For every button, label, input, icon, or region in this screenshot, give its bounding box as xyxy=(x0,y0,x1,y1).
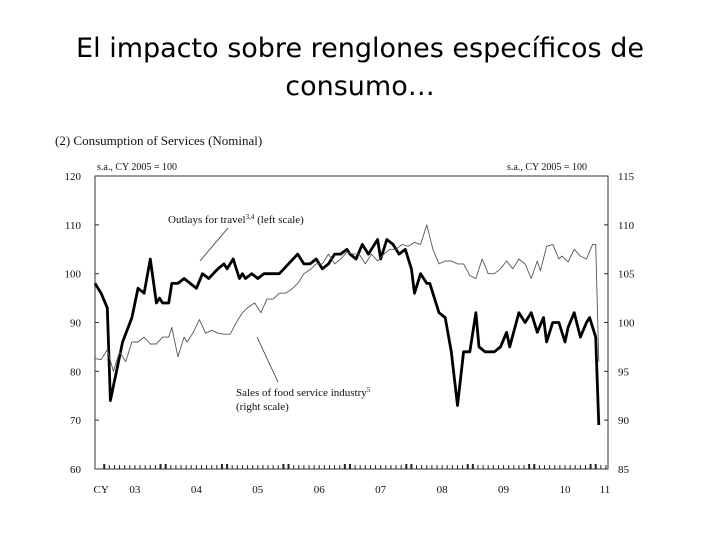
x-axis: CY 03 04 05 06 07 08 09 10 11 xyxy=(94,464,611,496)
left-tick-label: 60 xyxy=(70,464,82,476)
right-tick-label: 95 xyxy=(618,366,630,378)
food-annotation-leader xyxy=(256,336,279,383)
x-tick-label: 03 xyxy=(129,484,141,496)
right-tick-label: 100 xyxy=(618,318,635,330)
travel-annotation-leader xyxy=(199,227,229,262)
food-annotation-text: Sales of food service industry xyxy=(236,387,367,399)
x-tick-label: 07 xyxy=(375,484,387,496)
slide-title: El impacto sobre renglones específicos d… xyxy=(40,30,680,106)
left-tick-label: 90 xyxy=(70,318,82,330)
x-tick-label: 08 xyxy=(437,484,449,496)
travel-annotation: Outlays for travel3,4 (left scale) xyxy=(168,213,304,226)
right-y-axis: 85 90 95 100 105 110 115 xyxy=(604,171,635,476)
left-axis-unit-label: s.a., CY 2005 = 100 xyxy=(97,162,177,173)
left-tick-label: 120 xyxy=(65,171,82,183)
right-tick-label: 85 xyxy=(618,464,630,476)
food-service-sales-line xyxy=(94,224,600,372)
x-tick-label: 05 xyxy=(252,484,264,496)
left-tick-label: 100 xyxy=(65,269,82,281)
right-tick-label: 115 xyxy=(618,171,635,183)
food-annotation-scale: (right scale) xyxy=(236,401,289,413)
food-annotation: Sales of food service industry5 xyxy=(236,386,371,399)
x-tick-label: CY xyxy=(94,484,109,496)
left-tick-label: 80 xyxy=(70,366,82,378)
chart-title: (2) Consumption of Services (Nominal) xyxy=(55,133,263,148)
right-tick-label: 90 xyxy=(618,415,630,427)
travel-outlays-line xyxy=(93,238,601,426)
right-tick-label: 105 xyxy=(618,269,635,281)
travel-annotation-text: Outlays for travel xyxy=(168,214,246,226)
slide-title-line-1: El impacto sobre renglones específicos d… xyxy=(76,33,644,64)
right-tick-label: 110 xyxy=(618,220,635,232)
x-tick-label: 09 xyxy=(498,484,510,496)
travel-annotation-sup: 3,4 xyxy=(246,213,255,221)
x-tick-label: 11 xyxy=(600,484,611,496)
left-tick-label: 110 xyxy=(65,220,82,232)
series-layer xyxy=(93,224,601,426)
right-axis-unit-label: s.a., CY 2005 = 100 xyxy=(507,162,587,173)
left-y-axis: 60 70 80 90 100 110 120 xyxy=(65,171,99,476)
food-annotation-sup: 5 xyxy=(367,386,371,394)
x-tick-label: 06 xyxy=(314,484,326,496)
x-tick-label: 04 xyxy=(191,484,203,496)
x-tick-label: 10 xyxy=(559,484,571,496)
left-tick-label: 70 xyxy=(70,415,82,427)
travel-annotation-scale: (left scale) xyxy=(254,214,304,226)
slide-title-line-2: consumo… xyxy=(285,71,435,102)
